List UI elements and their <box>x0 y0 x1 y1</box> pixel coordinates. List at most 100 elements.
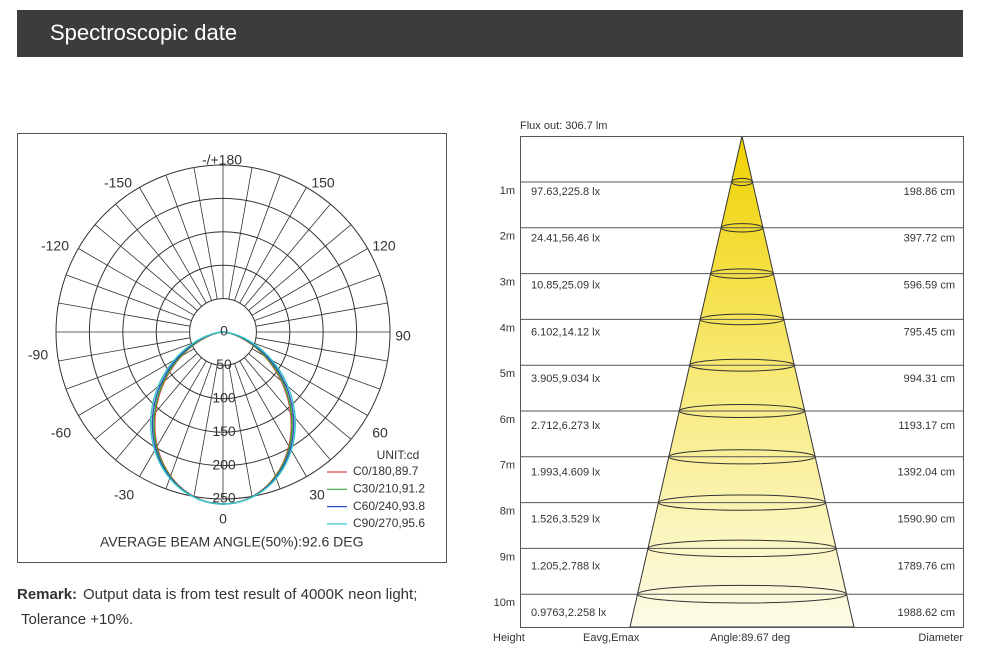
beam-angle: AVERAGE BEAM ANGLE(50%):92.6 DEG <box>100 534 364 550</box>
spoke <box>251 248 368 316</box>
angle-label: 0 <box>219 511 227 527</box>
height-label: 6m <box>500 414 515 426</box>
spoke <box>228 167 253 300</box>
angle-label: 120 <box>372 238 396 254</box>
spoke <box>239 360 307 477</box>
height-label: 7m <box>500 460 515 472</box>
cone-ring <box>668 449 816 465</box>
height-label: 4m <box>500 322 515 334</box>
angle-label: -/+180 <box>202 152 242 168</box>
legend-label: C30/210,91.2 <box>353 481 425 495</box>
illuminance: 3.905,9.034 lx <box>531 373 601 385</box>
cone-ring <box>647 539 837 558</box>
spoke <box>115 203 202 307</box>
spoke <box>58 337 191 362</box>
header-bar <box>17 10 963 57</box>
diameter: 1590.90 cm <box>898 514 955 526</box>
spoke <box>234 174 281 301</box>
diameter: 1988.62 cm <box>898 607 955 619</box>
spoke <box>58 302 191 327</box>
height-label: 3m <box>500 277 515 289</box>
diameter: 1392.04 cm <box>898 467 955 479</box>
illuminance: 6.102,14.12 lx <box>531 326 601 338</box>
height-label: 1m <box>500 185 515 197</box>
legend: C0/180,89.7 C30/210,91.2 C60/240,93.8 C90/2… <box>327 464 425 530</box>
spoke <box>244 357 331 461</box>
angle-label: 60 <box>372 425 388 441</box>
cone-ring <box>720 223 764 233</box>
diameter: 795.45 cm <box>904 326 955 338</box>
spoke <box>65 343 192 390</box>
height-label: 8m <box>500 506 515 518</box>
flux-label: Flux out: 306.7 lm <box>520 120 607 132</box>
angle-label: -90 <box>28 347 48 363</box>
spoke <box>94 224 198 311</box>
spoke <box>254 274 381 321</box>
spoke <box>255 337 388 362</box>
spoke <box>193 364 218 497</box>
polar-curves <box>149 331 297 505</box>
illuminance: 2.712,6.273 lx <box>531 420 601 432</box>
remark-label: Remark: <box>17 586 77 603</box>
spoke <box>228 364 253 497</box>
spoke <box>234 363 281 490</box>
illuminance: 0.9763,2.258 lx <box>531 607 607 619</box>
unit-label: UNIT:cd <box>377 448 420 462</box>
footer-label: Angle:89.67 deg <box>710 632 790 644</box>
cone-ring <box>636 584 848 604</box>
spoke <box>239 187 307 304</box>
illuminance: 10.85,25.09 lx <box>531 280 601 292</box>
footer-label: Height <box>493 632 525 644</box>
diameter: 596.59 cm <box>904 280 955 292</box>
spoke <box>255 302 388 327</box>
spoke <box>65 274 192 321</box>
spoke <box>165 363 212 490</box>
diameter: 1789.76 cm <box>898 560 955 572</box>
spoke <box>248 353 352 440</box>
legend-label: C60/240,93.8 <box>353 499 425 513</box>
illuminance: 1.526,3.529 lx <box>531 514 601 526</box>
diameter: 397.72 cm <box>904 233 955 245</box>
remark-line1: Output data is from test result of 4000K… <box>83 586 417 603</box>
intensity-curve <box>149 331 297 505</box>
spoke <box>139 187 207 304</box>
cone-table: 1m 97.63,225.8 lx 198.86 cm 2m 24.41,56.46 l… <box>493 135 964 644</box>
remark-line2: Tolerance +10%. <box>21 611 133 628</box>
cone-ring <box>657 494 827 511</box>
angle-label: -60 <box>51 425 71 441</box>
legend-label: C90/270,95.6 <box>353 516 425 530</box>
cone-frame <box>520 136 964 628</box>
height-label: 5m <box>500 368 515 380</box>
polar-grid <box>55 164 391 500</box>
height-label: 9m <box>500 551 515 563</box>
spoke <box>193 167 218 300</box>
footer-label: Diameter <box>918 632 963 644</box>
radial-label: 100 <box>212 390 236 406</box>
radial-label: 0 <box>220 323 228 339</box>
angle-label: 90 <box>395 328 411 344</box>
polar-labels: -/+180 -150 150 -120 120 -90 90 -60 60 -30 30 0 0 50 1… <box>28 152 411 527</box>
diameter: 198.86 cm <box>904 186 955 198</box>
spoke <box>139 360 207 477</box>
radial-label: 250 <box>212 490 236 506</box>
angle-label: -150 <box>104 175 132 191</box>
height-label: 10m <box>494 597 515 609</box>
illuminance: 97.63,225.8 lx <box>531 186 601 198</box>
illuminance: 24.41,56.46 lx <box>531 233 601 245</box>
footer-label: Eavg,Emax <box>583 632 640 644</box>
spoke <box>115 357 202 461</box>
diameter: 1193.17 cm <box>898 420 955 432</box>
cone-ring <box>689 358 795 372</box>
angle-label: 150 <box>311 175 335 191</box>
polar-frame <box>17 133 447 563</box>
spoke <box>244 203 331 307</box>
cone-ring <box>699 313 785 326</box>
radial-label: 150 <box>212 423 236 439</box>
angle-label: 30 <box>309 487 325 503</box>
spoke <box>254 343 381 390</box>
cone-ring <box>731 177 753 187</box>
radial-label: 200 <box>212 456 236 472</box>
spoke <box>248 224 352 311</box>
illuminance: 1.993,4.609 lx <box>531 467 601 479</box>
